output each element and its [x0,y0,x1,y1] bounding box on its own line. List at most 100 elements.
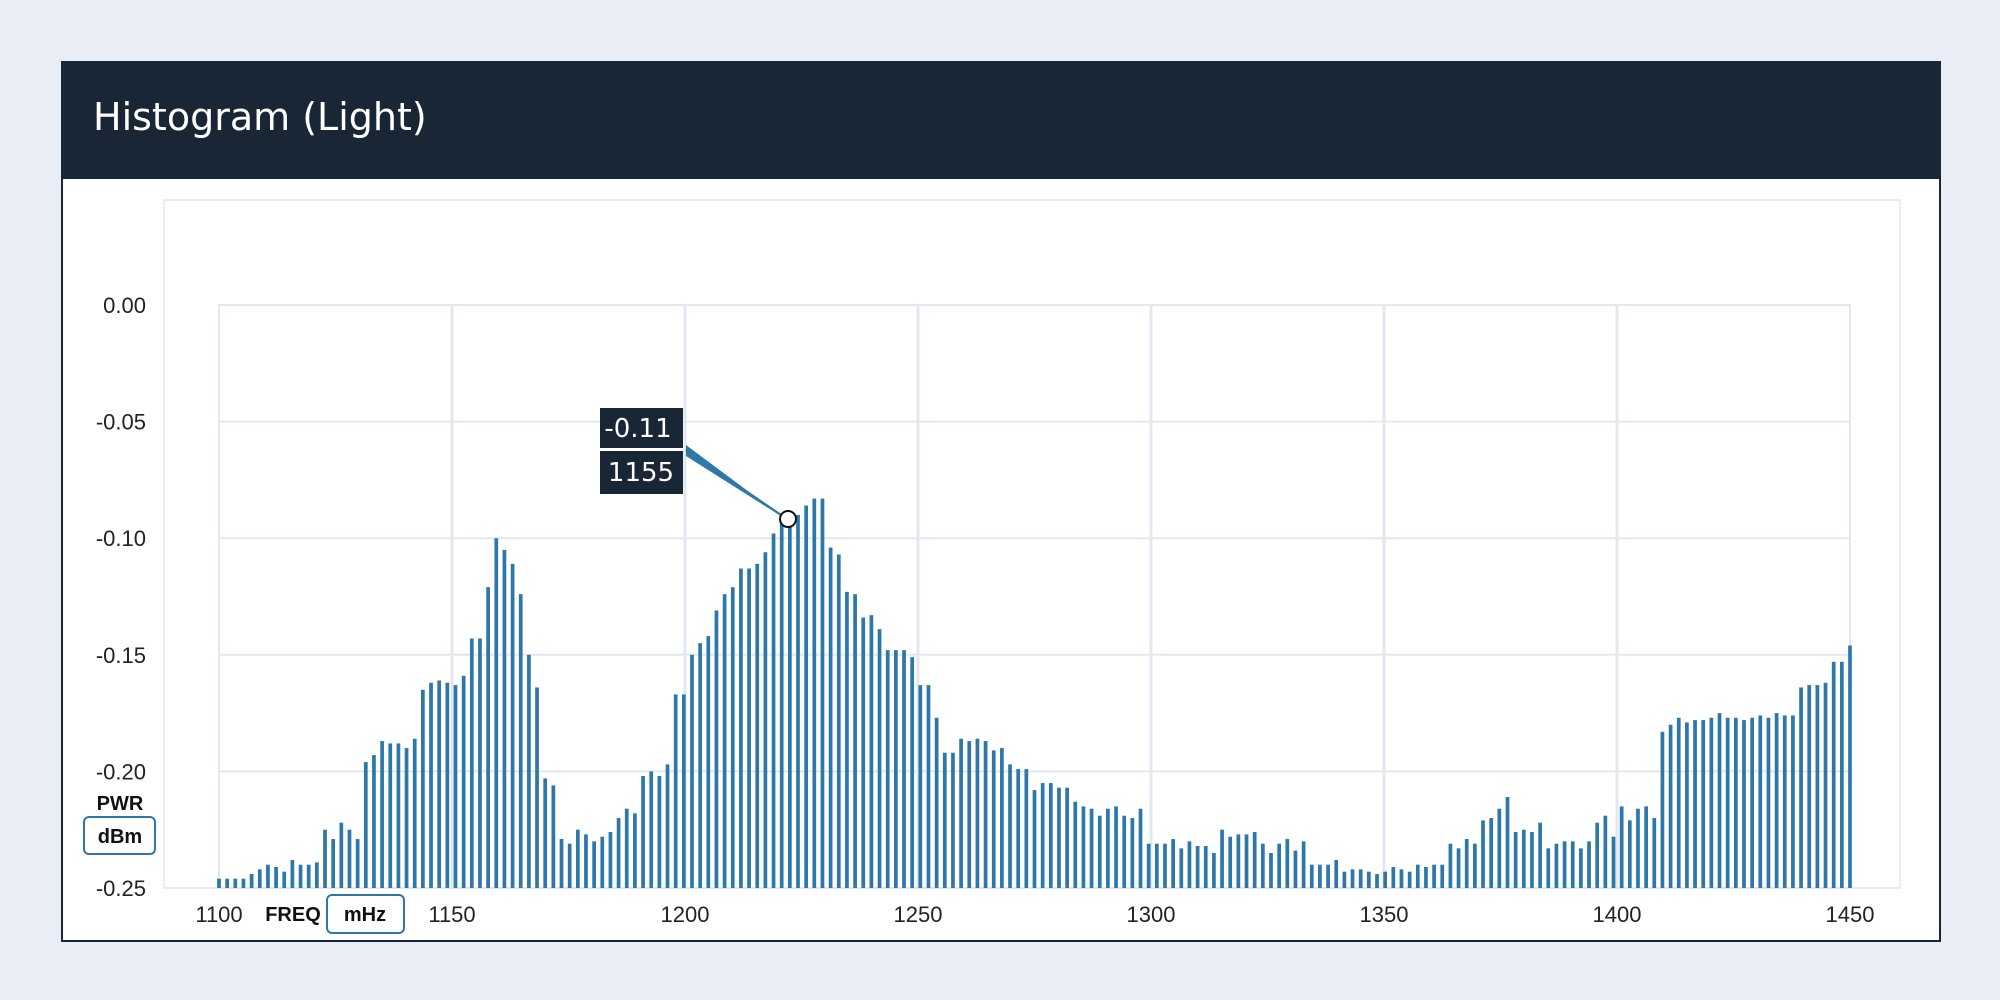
bar [681,694,686,888]
bar [624,808,629,888]
bar [1848,645,1852,888]
bar [657,776,662,888]
bar [1114,806,1118,888]
bar [1603,815,1608,888]
bar [1644,806,1648,888]
bar [673,694,678,888]
bar [217,878,221,888]
x-tick-label: 1400 [1593,902,1642,927]
bar [1000,748,1004,888]
bar [575,829,580,888]
x-unit-button[interactable]: mHz [344,904,386,926]
bar [233,878,238,888]
bar [763,552,768,888]
bar [1831,661,1836,888]
bar [1171,839,1175,888]
bar [1570,841,1575,888]
bar [730,587,735,888]
bar [1627,820,1632,888]
y-tick-label: -0.10 [96,526,146,551]
bar [1513,832,1518,888]
x-tick-label: 1100 [195,902,242,927]
bar [902,650,906,888]
bar [1277,843,1282,888]
bar [461,675,466,888]
bar [1040,783,1045,888]
x-unit-button-frame[interactable] [326,894,405,934]
tooltip-label-box [600,451,683,494]
bar [1807,685,1812,888]
tooltip-value-box [600,408,683,448]
panel-header: Histogram (Light) [63,63,1939,179]
bar [1668,724,1673,888]
bar [1195,846,1200,888]
bar [1562,841,1567,888]
bar [951,752,955,888]
x-tick-label: 1250 [894,902,943,927]
y-unit-button-frame[interactable] [83,816,156,855]
bar [306,864,311,888]
bar [1448,843,1453,888]
bar [412,738,417,888]
bar [1774,713,1779,888]
bar [926,685,931,888]
bar [339,822,344,888]
x-unit-label: FREQ [265,904,321,926]
tooltip-value: -0.11 [604,414,671,444]
bar [877,629,882,888]
bar [1008,764,1012,888]
bar [559,839,564,888]
bar [812,498,817,888]
bar [518,594,523,888]
bar [445,682,450,888]
bar [502,549,507,888]
bar [1236,834,1241,888]
bar [225,878,230,888]
bar [959,738,963,888]
bar [1375,874,1379,888]
bar [1350,869,1355,888]
y-unit-button[interactable]: dBm [98,826,142,848]
bar [1717,713,1722,888]
bar [722,594,727,888]
bar [1342,871,1347,888]
bar [771,533,776,888]
bar [1326,864,1330,888]
bar [1179,848,1184,888]
bar [331,839,336,888]
y-unit-label: PWR [97,793,144,815]
bar [975,738,980,888]
bar [1701,720,1706,888]
bar [698,643,703,888]
y-tick-label: -0.25 [96,876,146,901]
bar [380,741,384,888]
bar [1505,797,1510,888]
bar [1758,715,1763,888]
bar [991,750,996,888]
bar [315,862,319,888]
bar [1521,829,1526,888]
bar [869,615,874,888]
bar [1619,806,1624,888]
bar [1399,869,1404,888]
bar [1212,853,1216,888]
bar [828,547,833,888]
bar [1203,846,1208,888]
bar [437,680,442,888]
bar [845,591,849,888]
bar [1285,839,1290,888]
bar [894,650,898,888]
bar [1489,818,1494,888]
bar [1293,850,1298,888]
bar [739,568,743,888]
bar [429,682,433,888]
bar [983,741,988,888]
bar [1839,661,1844,888]
bar [1260,843,1265,888]
y-tick-label: -0.15 [96,643,146,668]
bar [1766,717,1771,888]
x-tick-label: 1200 [661,902,710,927]
bar [616,818,621,888]
bar [1130,818,1135,888]
bar [388,743,393,888]
